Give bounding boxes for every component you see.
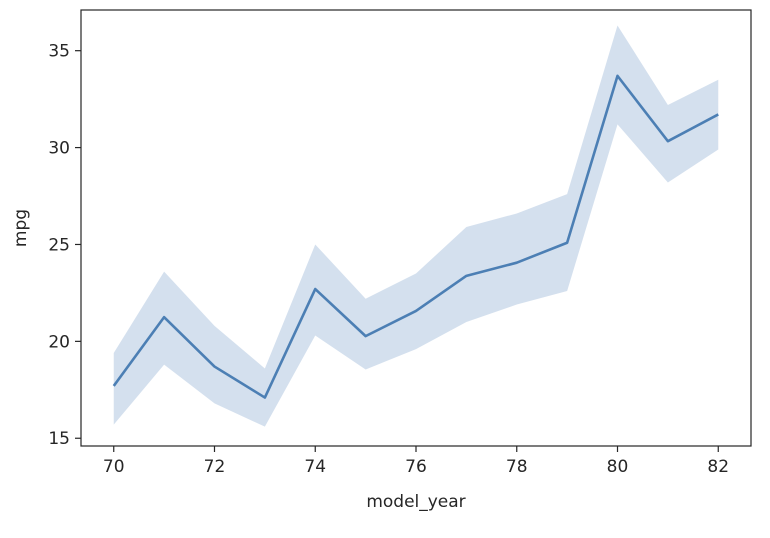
plot-frame bbox=[80, 9, 752, 447]
y-tick-label: 20 bbox=[48, 332, 70, 352]
x-axis: 70 72 74 76 78 80 82 bbox=[103, 446, 729, 477]
x-tick-label: 80 bbox=[607, 457, 629, 477]
x-tick-label: 72 bbox=[204, 457, 226, 477]
x-axis-label: model_year bbox=[366, 492, 465, 512]
plot-area bbox=[80, 9, 752, 447]
y-axis-label: mpg bbox=[11, 209, 31, 247]
x-tick-label: 76 bbox=[405, 457, 427, 477]
y-tick-label: 25 bbox=[48, 235, 70, 255]
confidence-band bbox=[113, 25, 719, 427]
x-tick-label: 70 bbox=[103, 457, 125, 477]
x-tick-label: 74 bbox=[304, 457, 326, 477]
y-axis: 15 20 25 30 35 bbox=[48, 42, 81, 449]
y-tick-label: 35 bbox=[48, 42, 70, 62]
y-tick-label: 30 bbox=[48, 139, 70, 159]
x-tick-label: 78 bbox=[506, 457, 528, 477]
series-line bbox=[112, 74, 719, 399]
y-tick-label: 15 bbox=[48, 429, 70, 449]
x-tick-label: 82 bbox=[707, 457, 729, 477]
